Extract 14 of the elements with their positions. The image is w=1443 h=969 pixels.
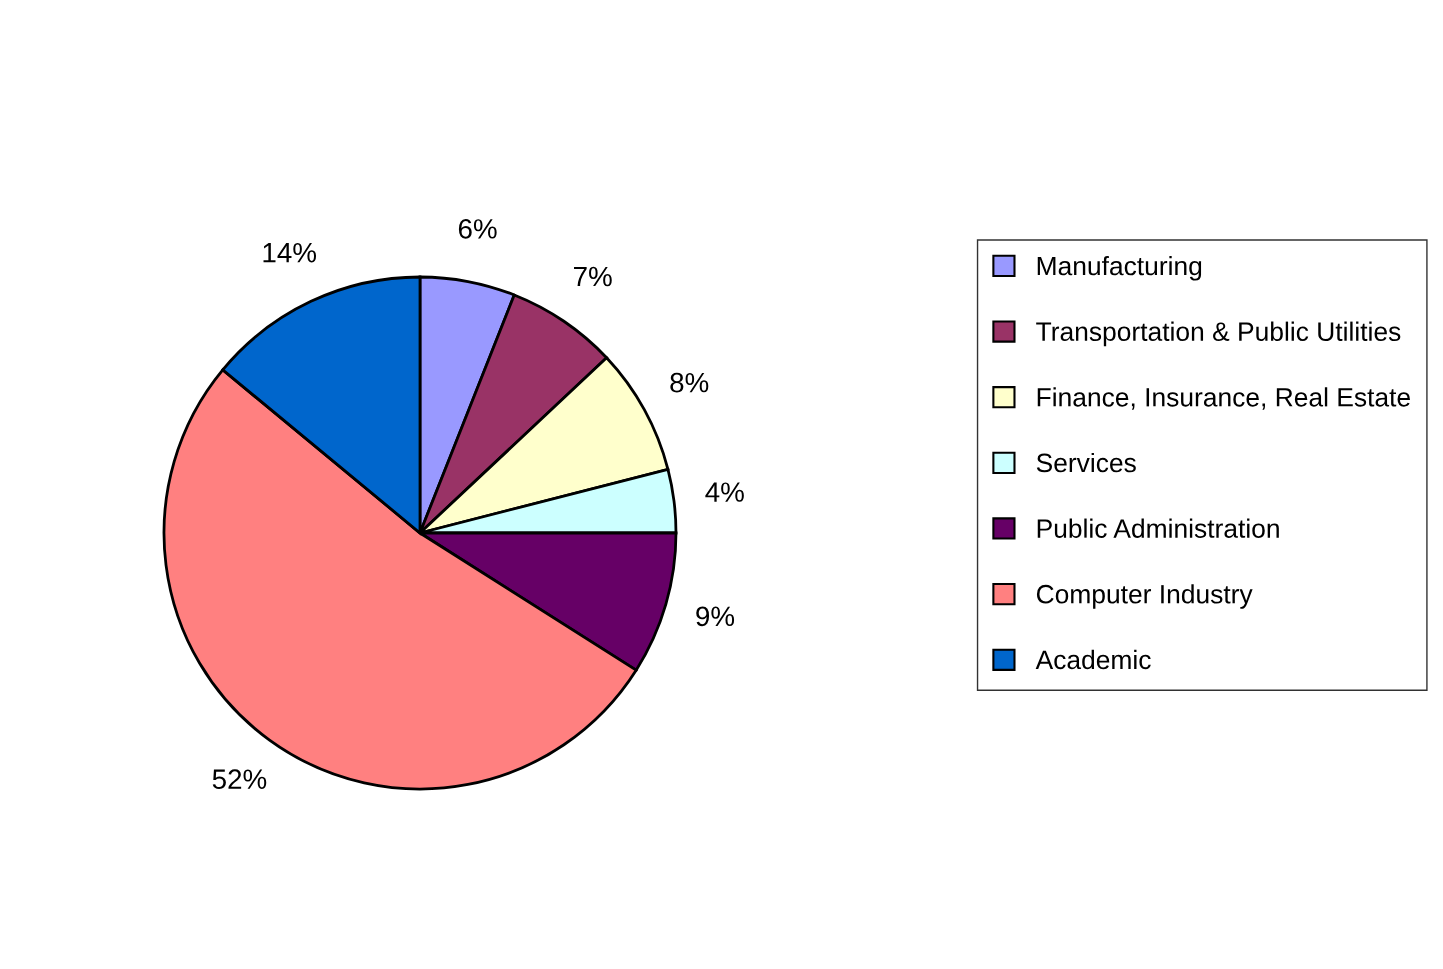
legend-label: Computer Industry	[1036, 584, 1253, 609]
data-label: 6%	[458, 219, 497, 239]
data-label: 52%	[212, 769, 267, 789]
data-label: 7%	[574, 266, 612, 287]
data-label: 4%	[705, 482, 744, 502]
legend-label: Public Administration	[1037, 518, 1279, 538]
legend-label: Manufacturing	[1037, 255, 1202, 281]
data-label: 8%	[670, 372, 709, 393]
data-label: 14%	[263, 242, 317, 263]
legend-label: Academic	[1035, 649, 1151, 670]
legend-label: Finance, Insurance, Real Estate	[1037, 387, 1410, 410]
legend-label: Transportation & Public Utilities	[1036, 321, 1401, 347]
legend-label: Services	[1036, 452, 1136, 473]
data-label: 9%	[696, 606, 735, 627]
